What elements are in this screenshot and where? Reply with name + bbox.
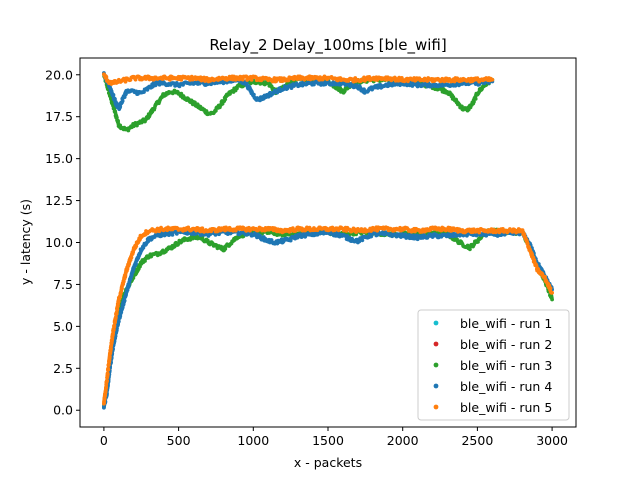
legend-label-series-2: ble_wifi - run 2	[460, 337, 552, 352]
data-point	[360, 238, 365, 243]
chart-title: Relay_2 Delay_100ms [ble_wifi]	[209, 36, 446, 55]
x-tick-label: 2500	[461, 433, 493, 448]
data-point	[477, 230, 482, 235]
legend-marker-series-5	[433, 404, 439, 410]
y-tick-label: 7.5	[53, 277, 73, 292]
data-point	[490, 77, 495, 82]
data-point	[120, 99, 125, 103]
x-axis: 0 500 1000 1500 2000 2500 3000	[100, 427, 568, 448]
x-tick-label: 500	[167, 433, 191, 448]
legend-label-series-3: ble_wifi - run 3	[460, 358, 552, 373]
data-point	[548, 286, 553, 291]
data-point	[123, 79, 128, 84]
y-tick-label: 5.0	[53, 319, 73, 334]
data-points	[102, 71, 554, 410]
data-point	[134, 261, 138, 266]
data-point	[115, 307, 120, 312]
data-point	[403, 232, 408, 237]
y-tick-label: 12.5	[45, 193, 73, 208]
data-point	[289, 86, 294, 91]
y-axis-label: y - latency (s)	[18, 199, 33, 285]
data-point	[116, 319, 121, 324]
data-point	[411, 233, 416, 238]
data-point	[223, 97, 228, 102]
data-point	[170, 232, 175, 237]
y-tick-label: 2.5	[53, 361, 73, 376]
data-point	[106, 367, 111, 372]
legend-label-series-4: ble_wifi - run 4	[460, 379, 552, 394]
data-point	[472, 99, 476, 104]
legend-marker-series-4	[433, 383, 439, 389]
y-tick-label: 20.0	[45, 67, 73, 82]
legend-marker-series-1	[433, 320, 439, 326]
x-tick-label: 1500	[312, 433, 344, 448]
data-point	[223, 247, 228, 251]
data-point	[104, 75, 109, 79]
data-point	[120, 286, 124, 291]
legend: ble_wifi - run 1 ble_wifi - run 2 ble_wifi…	[417, 309, 570, 421]
y-tick-label: 17.5	[45, 109, 73, 124]
legend-label-series-5: ble_wifi - run 5	[460, 400, 552, 415]
y-tick-label: 15.0	[45, 151, 73, 166]
data-point	[303, 234, 308, 239]
data-point	[543, 274, 547, 279]
data-point	[251, 92, 256, 97]
data-point	[105, 378, 109, 383]
data-point	[116, 299, 121, 304]
data-point	[213, 108, 218, 113]
legend-box	[417, 309, 570, 421]
data-point	[200, 226, 205, 231]
data-point	[107, 354, 112, 359]
x-tick-label: 3000	[536, 433, 568, 448]
data-point	[473, 96, 478, 101]
data-point	[122, 298, 127, 303]
data-point	[550, 290, 554, 295]
data-point	[550, 297, 554, 302]
data-point	[116, 119, 120, 123]
data-point	[113, 97, 117, 101]
data-point	[113, 315, 118, 320]
x-tick-label: 0	[100, 433, 108, 448]
y-tick-label: 0.0	[53, 403, 73, 418]
data-point	[129, 255, 134, 260]
series-5-points	[102, 72, 554, 406]
data-point	[193, 100, 197, 105]
data-point	[111, 92, 116, 97]
x-tick-label: 1000	[237, 433, 269, 448]
legend-marker-series-2	[433, 341, 439, 347]
data-point	[125, 288, 130, 292]
y-axis: 0.0 2.5 5.0 7.5 10.0 12.5 15.0 17.5 20.0	[45, 67, 80, 418]
data-point	[525, 241, 530, 246]
data-point	[290, 226, 295, 231]
legend-label-series-1: ble_wifi - run 1	[460, 316, 552, 331]
data-point	[240, 77, 245, 82]
x-tick-label: 2000	[387, 433, 419, 448]
data-point	[124, 92, 128, 96]
x-axis-label: x - packets	[294, 455, 362, 470]
data-point	[105, 372, 110, 376]
legend-marker-series-3	[433, 362, 439, 368]
y-tick-label: 10.0	[45, 235, 73, 250]
